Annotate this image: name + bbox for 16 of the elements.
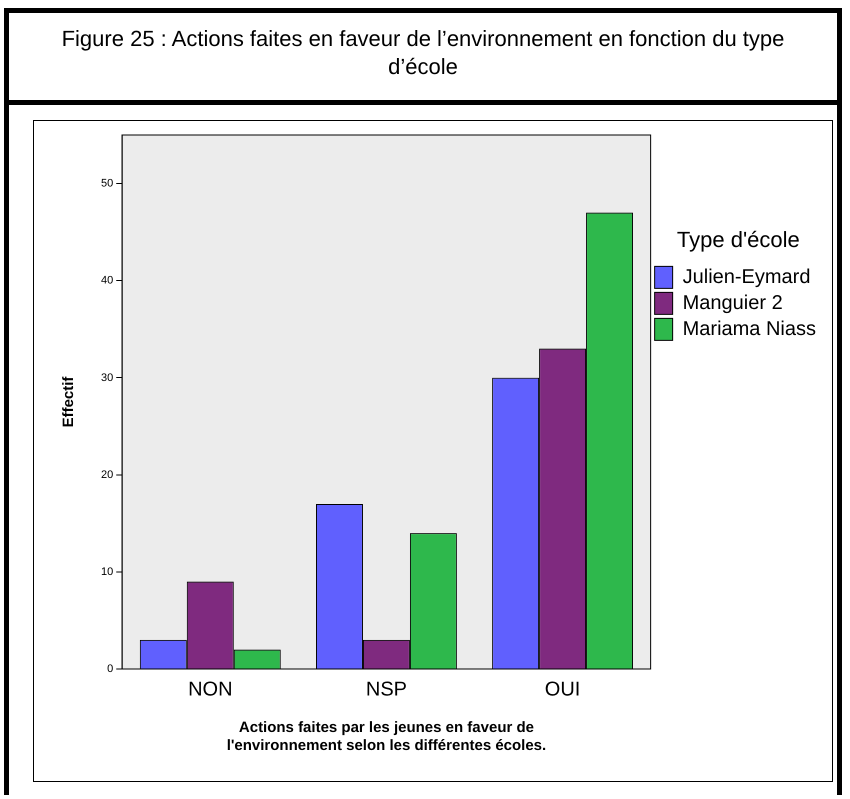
legend-label: Mariama Niass [682, 318, 816, 340]
y-tick-label: 40 [100, 274, 114, 287]
y-tick-label: 30 [100, 372, 114, 384]
legend-label: Manguier 2 [682, 292, 783, 314]
y-axis-title: Effectif [60, 376, 78, 428]
legend-title: Type d'école [676, 227, 800, 252]
y-tick-label: 20 [100, 468, 114, 481]
x-tick-label: NSP [366, 678, 407, 701]
x-tick-label: NON [188, 678, 233, 701]
y-tick-label: 10 [100, 566, 114, 578]
chart-title: Figure 25 : Actions faites en faveur de l’environnement en fonction du type d’école [9, 13, 837, 105]
legend-label: Julien-Eymard [682, 266, 810, 288]
y-tick-label: 0 [107, 663, 114, 676]
y-tick-label: 50 [100, 178, 114, 190]
x-tick-label: OUI [544, 678, 580, 701]
x-axis-title: Actions faites par les jeunes en faveur de l'environnement selon les différentes écoles. [226, 719, 546, 754]
